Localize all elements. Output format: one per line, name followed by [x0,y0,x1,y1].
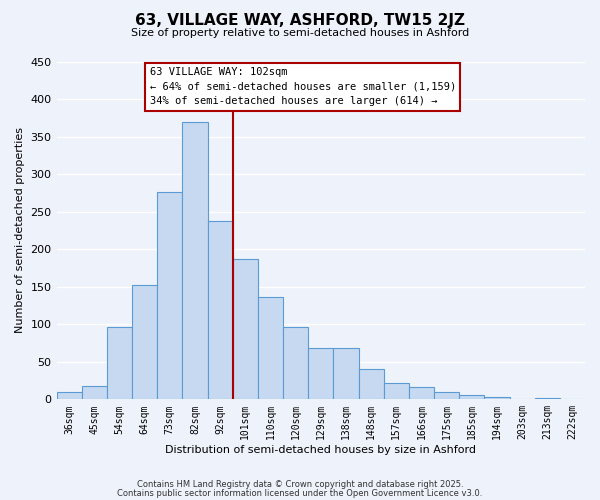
Bar [233,259,258,400]
Text: Contains public sector information licensed under the Open Government Licence v3: Contains public sector information licen… [118,488,482,498]
Y-axis label: Number of semi-detached properties: Number of semi-detached properties [15,128,25,334]
Bar [56,392,82,400]
Bar [82,386,107,400]
Bar [107,326,132,400]
Text: 63 VILLAGE WAY: 102sqm
← 64% of semi-detached houses are smaller (1,159)
34% of : 63 VILLAGE WAY: 102sqm ← 64% of semi-det… [149,67,456,106]
Bar [359,370,383,400]
Bar [132,285,157,400]
Text: 63, VILLAGE WAY, ASHFORD, TW15 2JZ: 63, VILLAGE WAY, ASHFORD, TW15 2JZ [135,12,465,28]
Bar [509,398,535,400]
Bar [459,395,484,400]
Text: Contains HM Land Registry data © Crown copyright and database right 2025.: Contains HM Land Registry data © Crown c… [137,480,463,489]
Bar [258,297,283,400]
Text: Size of property relative to semi-detached houses in Ashford: Size of property relative to semi-detach… [131,28,469,38]
Bar [283,328,308,400]
Bar [157,192,182,400]
Bar [334,348,359,400]
Bar [535,398,560,400]
Bar [308,348,334,400]
X-axis label: Distribution of semi-detached houses by size in Ashford: Distribution of semi-detached houses by … [165,445,476,455]
Bar [182,122,208,400]
Bar [434,392,459,400]
Bar [383,383,409,400]
Bar [484,397,509,400]
Bar [208,220,233,400]
Bar [409,388,434,400]
